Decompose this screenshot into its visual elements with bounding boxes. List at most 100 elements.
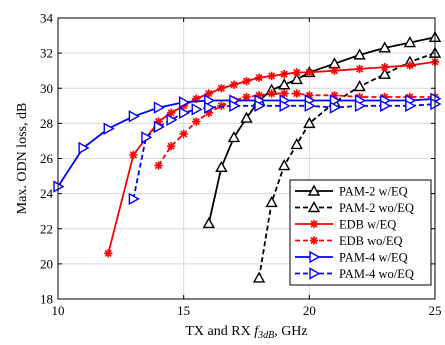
data-point [380, 62, 389, 72]
data-point [290, 73, 303, 85]
y-tick-label: 18 [40, 292, 53, 307]
legend-label: PAM-4 w/EQ [339, 250, 408, 264]
data-point [153, 101, 165, 114]
data-point [129, 150, 138, 160]
data-point [290, 138, 303, 150]
legend-marker [309, 267, 321, 280]
data-point [280, 89, 289, 98]
data-point [153, 120, 165, 134]
x-tick-label: 15 [177, 303, 190, 318]
data-point [128, 110, 140, 123]
x-axis-label-italic: f [254, 324, 260, 339]
data-point [229, 99, 241, 113]
y-tick-label: 20 [40, 256, 53, 271]
legend-label: EDB w/EQ [339, 217, 396, 231]
data-point [141, 131, 153, 144]
legend-marker [309, 236, 319, 245]
data-point [353, 80, 366, 92]
y-tick-label: 32 [40, 46, 53, 61]
data-point [229, 80, 239, 89]
data-point [179, 129, 188, 139]
data-point [78, 141, 90, 155]
series-line [258, 52, 436, 279]
y-tick-label: 26 [40, 151, 54, 166]
data-point [292, 89, 301, 98]
data-point [178, 96, 191, 109]
data-point [380, 99, 392, 113]
y-tick-label: 30 [40, 81, 53, 96]
series-line [57, 97, 436, 188]
data-point [215, 160, 228, 172]
data-point [254, 99, 266, 113]
data-point [191, 103, 203, 116]
data-point [280, 70, 289, 79]
data-point [378, 41, 391, 53]
x-tick-label: 25 [429, 303, 442, 318]
legend: PAM-2 w/EQ PAM-2 wo/EQ EDB w/EQ EDB wo/EQ PA… [289, 179, 432, 286]
data-point [354, 99, 367, 113]
legend-item: EDB wo/EQ [295, 234, 403, 248]
y-tick-label: 34 [40, 11, 54, 26]
data-point [192, 117, 201, 126]
data-point [204, 89, 213, 98]
legend-label: PAM-2 w/EQ [339, 184, 408, 198]
legend-marker [307, 184, 321, 196]
y-tick-label: 22 [40, 221, 53, 236]
x-tick-label: 10 [52, 303, 65, 318]
data-point [267, 89, 276, 98]
data-point [403, 36, 417, 48]
data-point [329, 101, 341, 114]
legend-box [289, 179, 432, 286]
data-point [252, 271, 266, 283]
data-point [204, 101, 216, 114]
data-point [154, 161, 163, 170]
legend-item: PAM-2 w/EQ [295, 184, 408, 198]
data-point [254, 73, 264, 82]
data-point [355, 64, 364, 74]
data-point [303, 116, 316, 129]
data-point [128, 192, 140, 206]
legend-item: PAM-4 wo/EQ [295, 267, 414, 281]
series-line [157, 92, 435, 166]
x-axis-label-sub: 3dB [257, 330, 274, 341]
data-point [166, 113, 178, 127]
data-point [405, 99, 417, 113]
y-tick-label: 28 [40, 116, 53, 131]
legend-item: PAM-4 w/EQ [295, 250, 408, 264]
ticks: 10 15 20 25 18 20 22 24 26 28 30 32 34 [40, 11, 442, 319]
x-axis-label-suffix: , GHz [274, 324, 307, 339]
y-axis-label: Max. ODN loss, dB [15, 103, 30, 215]
legend-label: PAM-4 wo/EQ [339, 267, 414, 281]
legend-marker [309, 219, 319, 229]
data-point [202, 217, 215, 229]
x-tick-label: 20 [303, 303, 316, 318]
legend-item: PAM-2 wo/EQ [295, 201, 414, 215]
legend-item: EDB w/EQ [295, 217, 396, 231]
legend-label: EDB wo/EQ [339, 234, 403, 248]
data-point [240, 111, 253, 123]
data-point [304, 99, 316, 113]
data-point [227, 130, 241, 143]
legend-marker [309, 250, 321, 264]
data-point [267, 71, 276, 81]
data-point [292, 68, 301, 77]
data-point [178, 106, 191, 120]
series-line [132, 103, 436, 200]
y-tick-label: 24 [40, 186, 54, 201]
data-point [353, 48, 366, 60]
data-point [103, 122, 115, 135]
data-point [265, 195, 278, 208]
data-point [166, 142, 176, 151]
data-point [279, 99, 291, 113]
data-point [166, 108, 176, 118]
data-point [104, 249, 113, 258]
data-point [217, 84, 226, 93]
data-point [330, 66, 339, 75]
data-point [378, 67, 391, 79]
data-point [405, 61, 415, 70]
x-axis-label: TX and RX f3dB, GHz [185, 324, 307, 341]
legend-label: PAM-2 wo/EQ [339, 201, 414, 215]
data-point [278, 159, 291, 171]
data-point [278, 78, 291, 90]
